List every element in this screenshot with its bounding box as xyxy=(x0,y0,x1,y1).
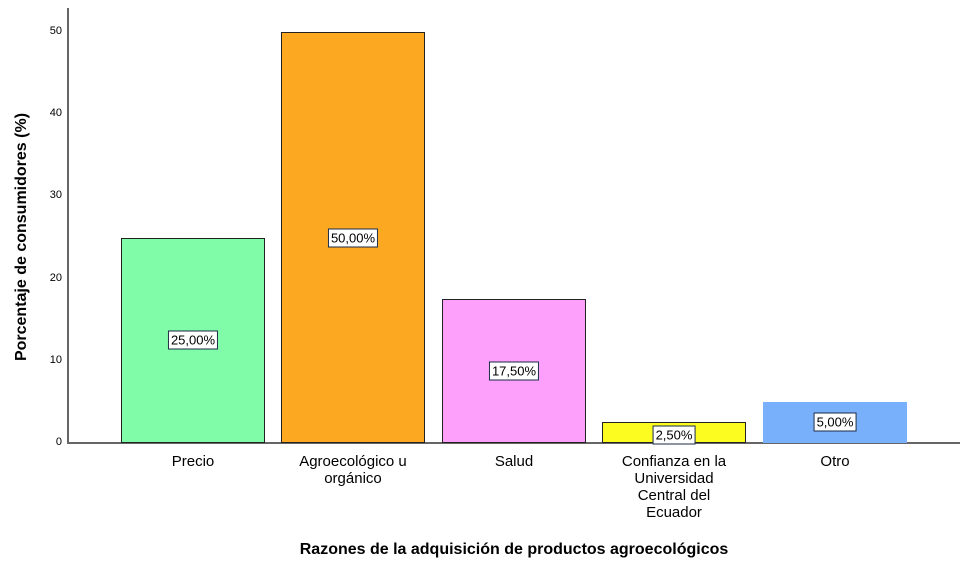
x-axis-title: Razones de la adquisición de productos a… xyxy=(299,541,729,558)
y-tick-label: 10 xyxy=(49,353,62,366)
y-tick-label: 20 xyxy=(49,271,62,284)
bar-0 xyxy=(121,237,265,443)
data-label: 2,50% xyxy=(652,425,696,445)
data-label: 17,50% xyxy=(488,361,540,381)
y-tick-label: 30 xyxy=(49,189,62,202)
y-axis-title: Porcentaje de consumidores (%) xyxy=(13,112,30,362)
data-label: 50,00% xyxy=(327,228,379,247)
y-tick-label: 40 xyxy=(49,107,62,120)
data-label: 25,00% xyxy=(167,330,219,350)
x-category-label: Salud xyxy=(494,453,534,470)
x-category-label: Confianza en la Universidad Central del Ecu… xyxy=(621,453,727,521)
x-category-label: Agroecológico u orgánico xyxy=(299,453,407,487)
y-axis-line xyxy=(67,8,69,444)
x-category-label: Precio xyxy=(171,453,215,470)
y-tick-label: 0 xyxy=(55,436,62,448)
x-category-label: Otro xyxy=(820,453,850,470)
data-label: 5,00% xyxy=(813,412,857,432)
y-tick-label: 50 xyxy=(49,25,62,37)
